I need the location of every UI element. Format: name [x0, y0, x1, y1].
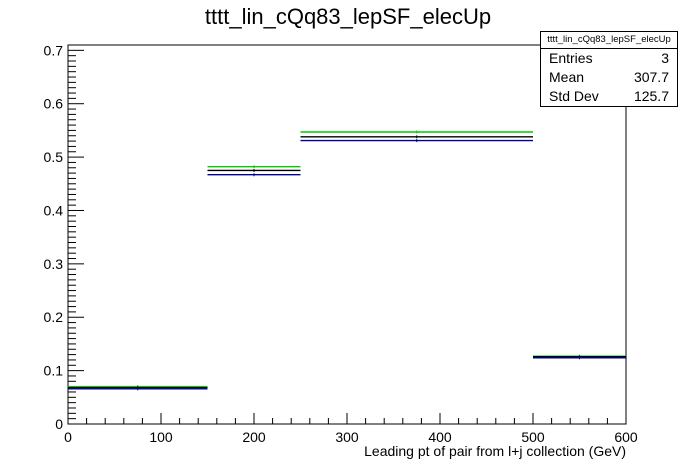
stats-box-title: tttt_lin_cQq83_lepSF_elecUp	[541, 32, 677, 49]
x-tick-label: 0	[64, 429, 72, 445]
x-tick-label: 500	[521, 429, 545, 445]
y-tick-label: 0.2	[44, 309, 64, 325]
stats-stddev-row: Std Dev 125.7	[541, 87, 677, 106]
stats-stddev-value: 125.7	[633, 88, 669, 104]
stats-entries-row: Entries 3	[541, 49, 677, 68]
y-tick-label: 0.5	[44, 149, 64, 165]
y-tick-label: 0	[55, 416, 63, 432]
x-axis-label: Leading pt of pair from l+j collection (…	[364, 443, 626, 459]
x-tick-label: 300	[335, 429, 359, 445]
y-tick-label: 0.4	[44, 202, 64, 218]
x-tick-label: 100	[149, 429, 173, 445]
x-tick-label: 600	[614, 429, 638, 445]
stats-mean-value: 307.7	[633, 69, 669, 85]
stats-mean-row: Mean 307.7	[541, 68, 677, 87]
y-tick-label: 0.6	[44, 96, 64, 112]
chart-title: tttt_lin_cQq83_lepSF_elecUp	[204, 4, 492, 29]
y-tick-label: 0.3	[44, 256, 64, 272]
stats-mean-label: Mean	[549, 69, 585, 85]
x-tick-label: 200	[242, 429, 266, 445]
x-tick-label: 400	[428, 429, 452, 445]
y-tick-label: 0.1	[44, 363, 64, 379]
stats-box: tttt_lin_cQq83_lepSF_elecUp Entries 3 Me…	[540, 31, 678, 107]
stats-stddev-label: Std Dev	[549, 88, 599, 104]
stats-entries-label: Entries	[549, 50, 593, 66]
stats-entries-value: 3	[661, 50, 669, 66]
y-tick-label: 0.7	[44, 42, 64, 58]
